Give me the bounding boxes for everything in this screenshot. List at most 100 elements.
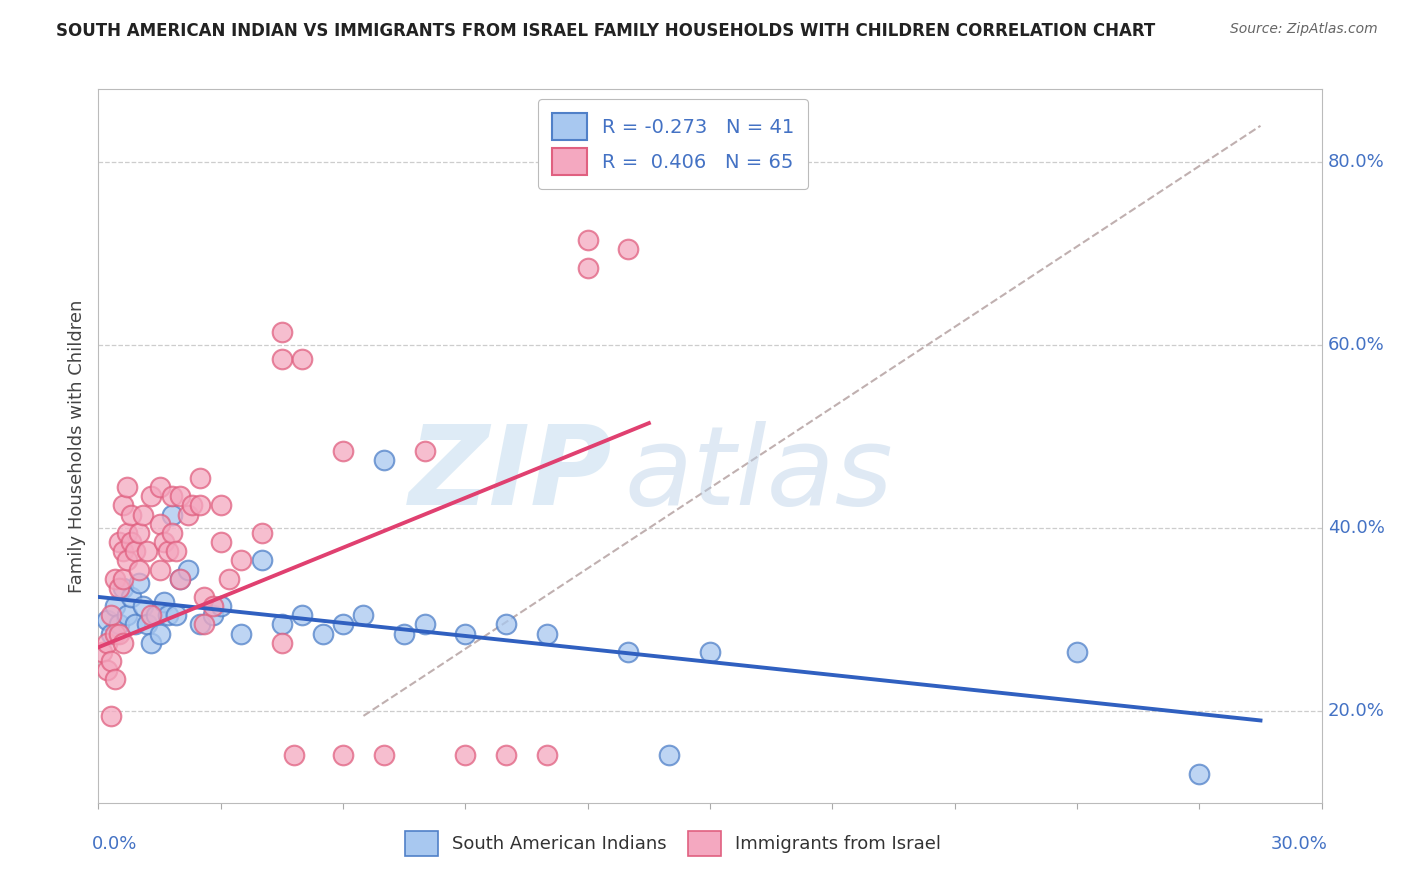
Point bbox=[111, 581, 134, 595]
Point bbox=[188, 617, 212, 632]
Point bbox=[576, 260, 599, 275]
Text: 20.0%: 20.0% bbox=[1327, 702, 1385, 721]
Point bbox=[188, 471, 212, 485]
Point bbox=[136, 617, 159, 632]
Text: 80.0%: 80.0% bbox=[1327, 153, 1385, 171]
Point bbox=[100, 626, 122, 640]
Point bbox=[536, 748, 558, 763]
Point bbox=[699, 645, 721, 659]
Point bbox=[373, 748, 395, 763]
Point bbox=[124, 617, 146, 632]
Text: atlas: atlas bbox=[624, 421, 893, 528]
Point bbox=[188, 499, 212, 513]
Point bbox=[392, 626, 416, 640]
Point bbox=[91, 645, 114, 659]
Point bbox=[100, 709, 122, 723]
Point bbox=[181, 499, 204, 513]
Point bbox=[104, 599, 127, 613]
Point bbox=[332, 748, 354, 763]
Point bbox=[332, 443, 354, 458]
Point bbox=[115, 553, 138, 567]
Text: Source: ZipAtlas.com: Source: ZipAtlas.com bbox=[1230, 22, 1378, 37]
Point bbox=[120, 508, 142, 522]
Point bbox=[152, 535, 174, 549]
Point bbox=[270, 325, 294, 339]
Point bbox=[250, 553, 273, 567]
Point bbox=[120, 590, 142, 604]
Point bbox=[132, 508, 155, 522]
Point bbox=[413, 443, 436, 458]
Point bbox=[658, 748, 681, 763]
Point bbox=[108, 535, 131, 549]
Point bbox=[104, 673, 127, 687]
Point bbox=[132, 599, 155, 613]
Point bbox=[283, 748, 305, 763]
Point bbox=[160, 525, 183, 540]
Point bbox=[352, 608, 374, 623]
Point bbox=[96, 663, 118, 677]
Text: SOUTH AMERICAN INDIAN VS IMMIGRANTS FROM ISRAEL FAMILY HOUSEHOLDS WITH CHILDREN : SOUTH AMERICAN INDIAN VS IMMIGRANTS FROM… bbox=[56, 22, 1156, 40]
Point bbox=[218, 572, 240, 586]
Point bbox=[495, 748, 517, 763]
Point bbox=[111, 499, 134, 513]
Point bbox=[209, 499, 232, 513]
Point bbox=[373, 452, 395, 467]
Point bbox=[250, 525, 273, 540]
Legend: South American Indians, Immigrants from Israel: South American Indians, Immigrants from … bbox=[396, 822, 950, 865]
Point bbox=[136, 544, 159, 558]
Point bbox=[145, 608, 167, 623]
Point bbox=[156, 544, 179, 558]
Point bbox=[454, 626, 477, 640]
Point bbox=[108, 617, 131, 632]
Point bbox=[111, 572, 134, 586]
Point bbox=[617, 242, 640, 256]
Point bbox=[128, 525, 150, 540]
Point bbox=[96, 613, 118, 627]
Text: 0.0%: 0.0% bbox=[93, 835, 138, 853]
Point bbox=[193, 617, 215, 632]
Point bbox=[576, 233, 599, 247]
Point bbox=[115, 608, 138, 623]
Text: 30.0%: 30.0% bbox=[1271, 835, 1327, 853]
Point bbox=[156, 608, 179, 623]
Point bbox=[104, 572, 127, 586]
Point bbox=[149, 562, 172, 576]
Point bbox=[141, 608, 163, 623]
Point bbox=[193, 590, 215, 604]
Point bbox=[149, 626, 172, 640]
Y-axis label: Family Households with Children: Family Households with Children bbox=[67, 300, 86, 592]
Point bbox=[100, 608, 122, 623]
Point bbox=[270, 617, 294, 632]
Point bbox=[104, 626, 127, 640]
Point bbox=[149, 516, 172, 531]
Point bbox=[111, 636, 134, 650]
Point bbox=[454, 748, 477, 763]
Point bbox=[231, 553, 253, 567]
Point bbox=[128, 562, 150, 576]
Point bbox=[201, 599, 224, 613]
Point bbox=[165, 544, 187, 558]
Point bbox=[209, 535, 232, 549]
Point bbox=[291, 352, 314, 367]
Point bbox=[231, 626, 253, 640]
Point bbox=[495, 617, 517, 632]
Point bbox=[169, 572, 191, 586]
Point bbox=[141, 636, 163, 650]
Point bbox=[120, 535, 142, 549]
Text: ZIP: ZIP bbox=[409, 421, 612, 528]
Point bbox=[165, 608, 187, 623]
Point bbox=[124, 544, 146, 558]
Point bbox=[108, 581, 131, 595]
Point bbox=[209, 599, 232, 613]
Text: 60.0%: 60.0% bbox=[1327, 336, 1385, 354]
Point bbox=[108, 626, 131, 640]
Point bbox=[152, 594, 174, 608]
Point bbox=[617, 645, 640, 659]
Point bbox=[291, 608, 314, 623]
Point bbox=[111, 544, 134, 558]
Point bbox=[96, 636, 118, 650]
Point bbox=[141, 489, 163, 503]
Point bbox=[169, 572, 191, 586]
Point bbox=[270, 352, 294, 367]
Point bbox=[1188, 766, 1211, 780]
